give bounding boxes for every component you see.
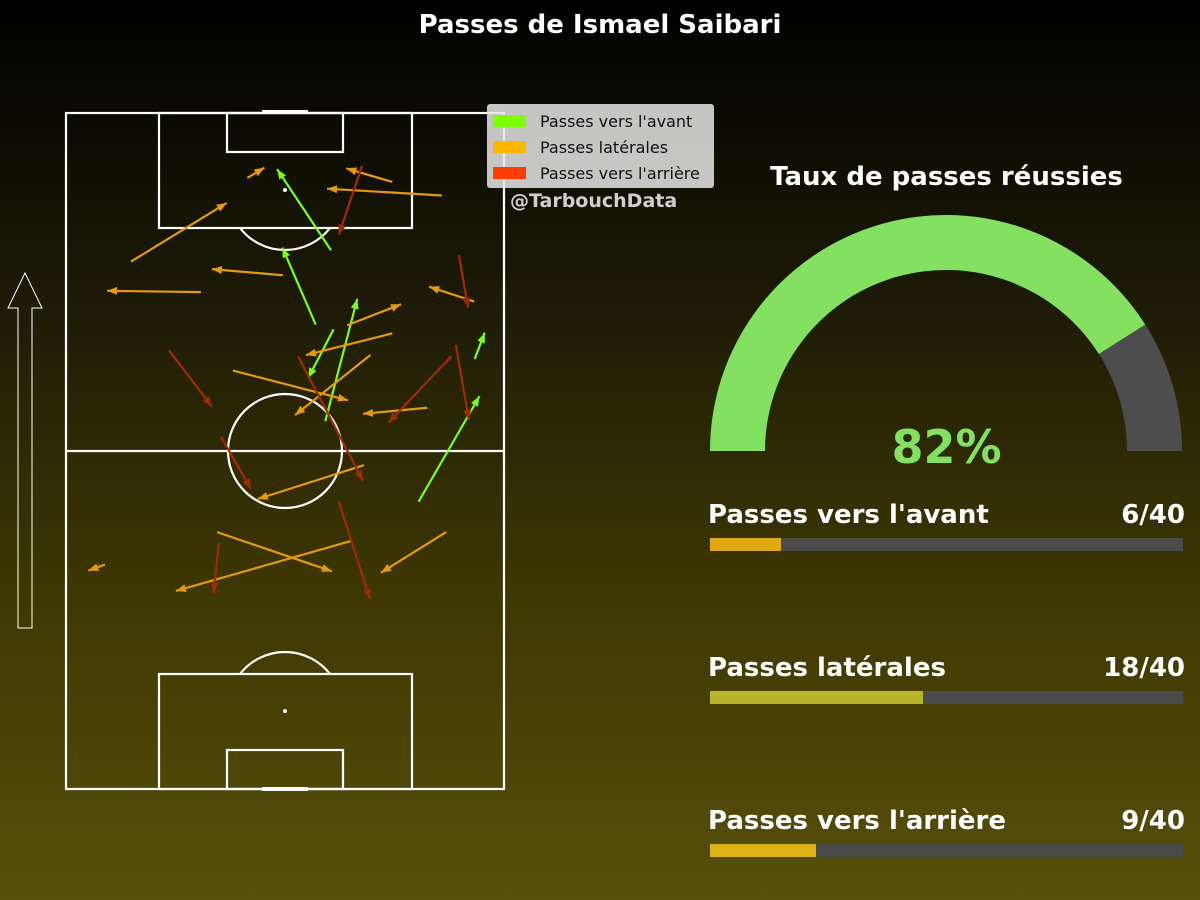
success-gauge: [710, 215, 1182, 451]
pass-arrowhead-lateral-20: [321, 564, 332, 572]
legend-label-backward: Passes vers l'arrière: [540, 163, 700, 183]
pass-lateral-20: [216, 531, 333, 573]
pitch-markings: [64, 110, 506, 791]
pass-arrowhead-lateral-14: [306, 348, 317, 357]
legend-swatch-backward: [493, 167, 526, 179]
gauge-remainder-arc: [1098, 324, 1182, 451]
gauge-success-arc: [710, 215, 1146, 451]
legend-swatch-lateral: [493, 141, 526, 153]
bottom-six-yard-box: [225, 748, 345, 791]
pass-forward-2: [281, 247, 317, 326]
pass-arrowhead-backward-24: [462, 297, 471, 308]
stat-count-forward: 6/40: [1121, 500, 1185, 530]
pass-arrowhead-backward-25: [202, 396, 212, 407]
top-penalty-arc: [239, 227, 331, 252]
pass-lateral-8: [326, 187, 442, 197]
legend-item-backward: Passes vers l'arrière: [493, 160, 708, 186]
pass-arrowhead-lateral-7: [346, 167, 358, 176]
pass-arrowhead-lateral-16: [295, 405, 306, 416]
gauge-title: Taux de passes réussies: [770, 162, 1123, 192]
pass-arrowhead-lateral-21: [175, 584, 187, 593]
pass-lateral-21: [175, 539, 352, 592]
pass-lateral-11: [107, 289, 201, 294]
legend: Passes vers l'avant Passes latérales Pas…: [487, 104, 714, 188]
chart-title: Passes de Ismael Saibari: [418, 10, 782, 40]
pass-backward-23: [337, 165, 364, 236]
stat-bar-fill-lateral: [710, 691, 923, 704]
pass-backward-25: [168, 349, 213, 408]
pass-arrowhead-forward-2: [282, 247, 291, 259]
pass-arrowhead-backward-29: [242, 478, 251, 489]
stat-label-lateral: Passes latérales: [708, 653, 946, 683]
pass-arrowhead-forward-1: [308, 367, 317, 378]
pass-lateral-18: [257, 464, 365, 501]
legend-swatch-forward: [493, 115, 526, 127]
legend-label-lateral: Passes latérales: [540, 137, 669, 157]
pass-arrowhead-lateral-12: [429, 286, 440, 294]
stat-label-forward: Passes vers l'avant: [708, 500, 989, 530]
pass-backward-28: [387, 355, 453, 424]
legend-item-forward: Passes vers l'avant: [493, 108, 708, 134]
pass-arrowhead-lateral-22: [380, 564, 392, 573]
legend-item-lateral: Passes latérales: [493, 134, 708, 160]
pass-lateral-16: [294, 354, 372, 417]
pass-lateral-15: [232, 369, 349, 402]
attack-direction-arrow: [7, 271, 43, 629]
stat-bar-backward: [710, 844, 1183, 857]
pass-arrowhead-lateral-18: [257, 492, 269, 500]
pass-arrowhead-lateral-17: [362, 408, 374, 417]
pass-lateral-22: [380, 531, 447, 574]
pass-forward-0: [276, 168, 332, 251]
pass-lateral-9: [130, 201, 228, 263]
stat-count-backward: 9/40: [1121, 806, 1185, 836]
pass-backward-30: [337, 501, 372, 600]
pass-arrowhead-lateral-6: [253, 167, 265, 177]
top-penalty-spot: [283, 188, 287, 192]
pass-arrowhead-lateral-10: [211, 266, 223, 274]
pass-backward-26: [297, 355, 364, 482]
pass-arrowhead-forward-4: [471, 396, 480, 407]
pass-arrowhead-backward-28: [388, 412, 399, 423]
pass-arrowhead-backward-30: [363, 588, 371, 600]
stat-bar-fill-forward: [710, 538, 781, 551]
pass-arrowhead-forward-3: [350, 298, 359, 310]
stat-count-lateral: 18/40: [1103, 653, 1185, 683]
stat-label-backward: Passes vers l'arrière: [708, 806, 1007, 836]
stat-bar-forward: [710, 538, 1183, 551]
pass-arrowhead-backward-27: [463, 409, 472, 420]
pass-arrowhead-lateral-8: [327, 185, 338, 194]
pass-lateral-10: [211, 268, 283, 277]
legend-label-forward: Passes vers l'avant: [540, 111, 693, 131]
stat-bar-fill-backward: [710, 844, 817, 857]
passes-layer: [87, 165, 486, 600]
pass-arrowhead-backward-31: [210, 582, 219, 593]
pass-arrowhead-lateral-9: [216, 202, 227, 212]
pass-arrowhead-lateral-15: [337, 393, 349, 402]
pass-arrowhead-forward-0: [277, 169, 286, 180]
pass-arrowhead-lateral-11: [107, 286, 118, 295]
top-six-yard-box: [225, 111, 345, 154]
top-penalty-box: [157, 111, 414, 230]
pass-lateral-14: [305, 332, 393, 357]
pass-backward-27: [454, 344, 471, 421]
pass-forward-3: [324, 298, 359, 422]
gauge-value: 82%: [891, 420, 1002, 474]
pass-arrowhead-forward-5: [477, 332, 485, 344]
stat-bar-lateral: [710, 691, 1183, 704]
pass-arrowhead-backward-26: [354, 470, 363, 481]
pass-arrowhead-lateral-13: [390, 304, 402, 312]
watermark: @TarbouchData: [510, 190, 678, 212]
pass-arrowhead-backward-23: [338, 223, 346, 235]
pass-lateral-17: [362, 406, 428, 415]
pass-arrowhead-lateral-19: [88, 563, 100, 571]
bottom-penalty-arc: [239, 650, 331, 675]
bottom-penalty-box: [157, 672, 414, 791]
bottom-penalty-spot: [283, 709, 287, 713]
